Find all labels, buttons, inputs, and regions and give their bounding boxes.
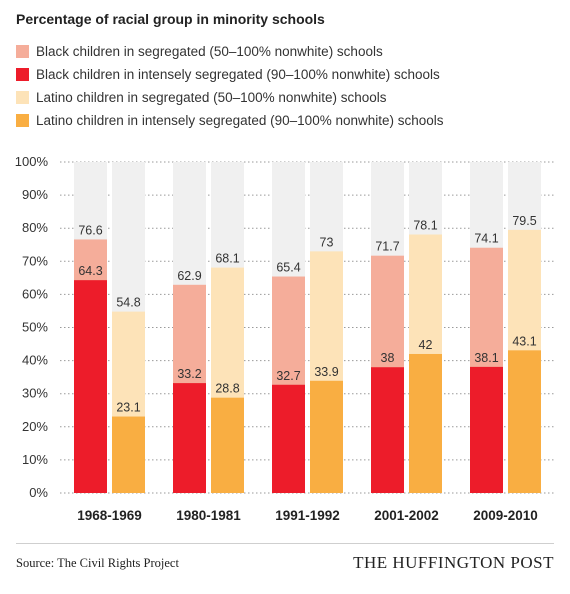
legend-item-black-intense: Black children in intensely segregated (… bbox=[16, 63, 444, 86]
x-category-label: 2001-2002 bbox=[374, 508, 439, 523]
legend-item-black-segregated: Black children in segregated (50–100% no… bbox=[16, 40, 444, 63]
legend-label-black-segregated: Black children in segregated (50–100% no… bbox=[36, 44, 383, 59]
y-tick-label: 90% bbox=[22, 187, 48, 202]
y-tick-label: 0% bbox=[29, 485, 48, 500]
y-tick-label: 60% bbox=[22, 286, 48, 301]
bar-latino-intense bbox=[508, 350, 541, 493]
legend-label-latino-intense: Latino children in intensely segregated … bbox=[36, 113, 444, 128]
legend: Black children in segregated (50–100% no… bbox=[16, 40, 444, 132]
y-tick-label: 100% bbox=[15, 154, 49, 169]
bar-black-intense bbox=[173, 383, 206, 493]
x-category-label: 1980-1981 bbox=[176, 508, 241, 523]
bar-chart: 0% 10% 20% 30% 40% 50% 60% 70% 80% 90% 100% 76.6 64.… bbox=[15, 154, 555, 523]
data-label-latino-segregated: 73 bbox=[320, 235, 334, 249]
brand-logo: THE HUFFINGTON POST bbox=[353, 553, 554, 572]
footer-divider bbox=[16, 543, 554, 544]
data-label-latino-intense: 33.9 bbox=[314, 365, 338, 379]
chart-area: 0% 10% 20% 30% 40% 50% 60% 70% 80% 90% 100% 76.6 64.… bbox=[0, 150, 570, 530]
x-category-label: 1991-1992 bbox=[275, 508, 340, 523]
y-tick-label: 10% bbox=[22, 452, 48, 467]
data-label-black-segregated: 76.6 bbox=[78, 223, 102, 237]
y-tick-label: 40% bbox=[22, 353, 48, 368]
legend-item-latino-segregated: Latino children in segregated (50–100% n… bbox=[16, 86, 444, 109]
data-label-black-segregated: 65.4 bbox=[276, 261, 300, 275]
legend-swatch-latino-intense bbox=[16, 114, 29, 127]
data-label-black-intense: 64.3 bbox=[78, 264, 102, 278]
data-label-latino-segregated: 78.1 bbox=[413, 218, 437, 232]
data-label-black-segregated: 74.1 bbox=[474, 232, 498, 246]
y-tick-label: 70% bbox=[22, 253, 48, 268]
data-label-black-intense: 38 bbox=[381, 351, 395, 365]
bar-latino-intense bbox=[409, 353, 442, 493]
data-label-black-segregated: 62.9 bbox=[177, 269, 201, 283]
data-label-black-intense: 38.1 bbox=[474, 351, 498, 365]
legend-swatch-latino-segregated bbox=[16, 91, 29, 104]
data-label-latino-segregated: 79.5 bbox=[512, 214, 536, 228]
legend-swatch-black-intense bbox=[16, 68, 29, 81]
data-label-latino-intense: 42 bbox=[419, 338, 433, 352]
data-label-black-segregated: 71.7 bbox=[375, 240, 399, 254]
bar-black-intense bbox=[74, 280, 107, 493]
legend-item-latino-intense: Latino children in intensely segregated … bbox=[16, 109, 444, 132]
data-label-latino-segregated: 54.8 bbox=[116, 296, 140, 310]
y-tick-label: 30% bbox=[22, 386, 48, 401]
x-category-label: 2009-2010 bbox=[473, 508, 538, 523]
x-category-label: 1968-1969 bbox=[77, 508, 142, 523]
source-note: Source: The Civil Rights Project bbox=[16, 556, 179, 570]
legend-label-latino-segregated: Latino children in segregated (50–100% n… bbox=[36, 90, 387, 105]
chart-title: Percentage of racial group in minority s… bbox=[16, 11, 325, 27]
data-label-latino-intense: 23.1 bbox=[116, 401, 140, 415]
y-tick-label: 20% bbox=[22, 419, 48, 434]
data-label-black-intense: 33.2 bbox=[177, 367, 201, 381]
data-label-latino-segregated: 68.1 bbox=[215, 252, 239, 266]
data-label-latino-intense: 43.1 bbox=[512, 334, 536, 348]
legend-swatch-black-segregated bbox=[16, 45, 29, 58]
bar-latino-intense bbox=[310, 380, 343, 493]
bar-black-intense bbox=[272, 384, 305, 493]
bar-black-intense bbox=[470, 366, 503, 493]
legend-label-black-intense: Black children in intensely segregated (… bbox=[36, 67, 440, 82]
bar-black-intense bbox=[371, 367, 404, 493]
bar-latino-intense bbox=[112, 416, 145, 493]
y-tick-label: 50% bbox=[22, 320, 48, 335]
y-tick-label: 80% bbox=[22, 220, 48, 235]
data-label-latino-intense: 28.8 bbox=[215, 382, 239, 396]
data-label-black-intense: 32.7 bbox=[276, 369, 300, 383]
bar-latino-intense bbox=[211, 397, 244, 493]
